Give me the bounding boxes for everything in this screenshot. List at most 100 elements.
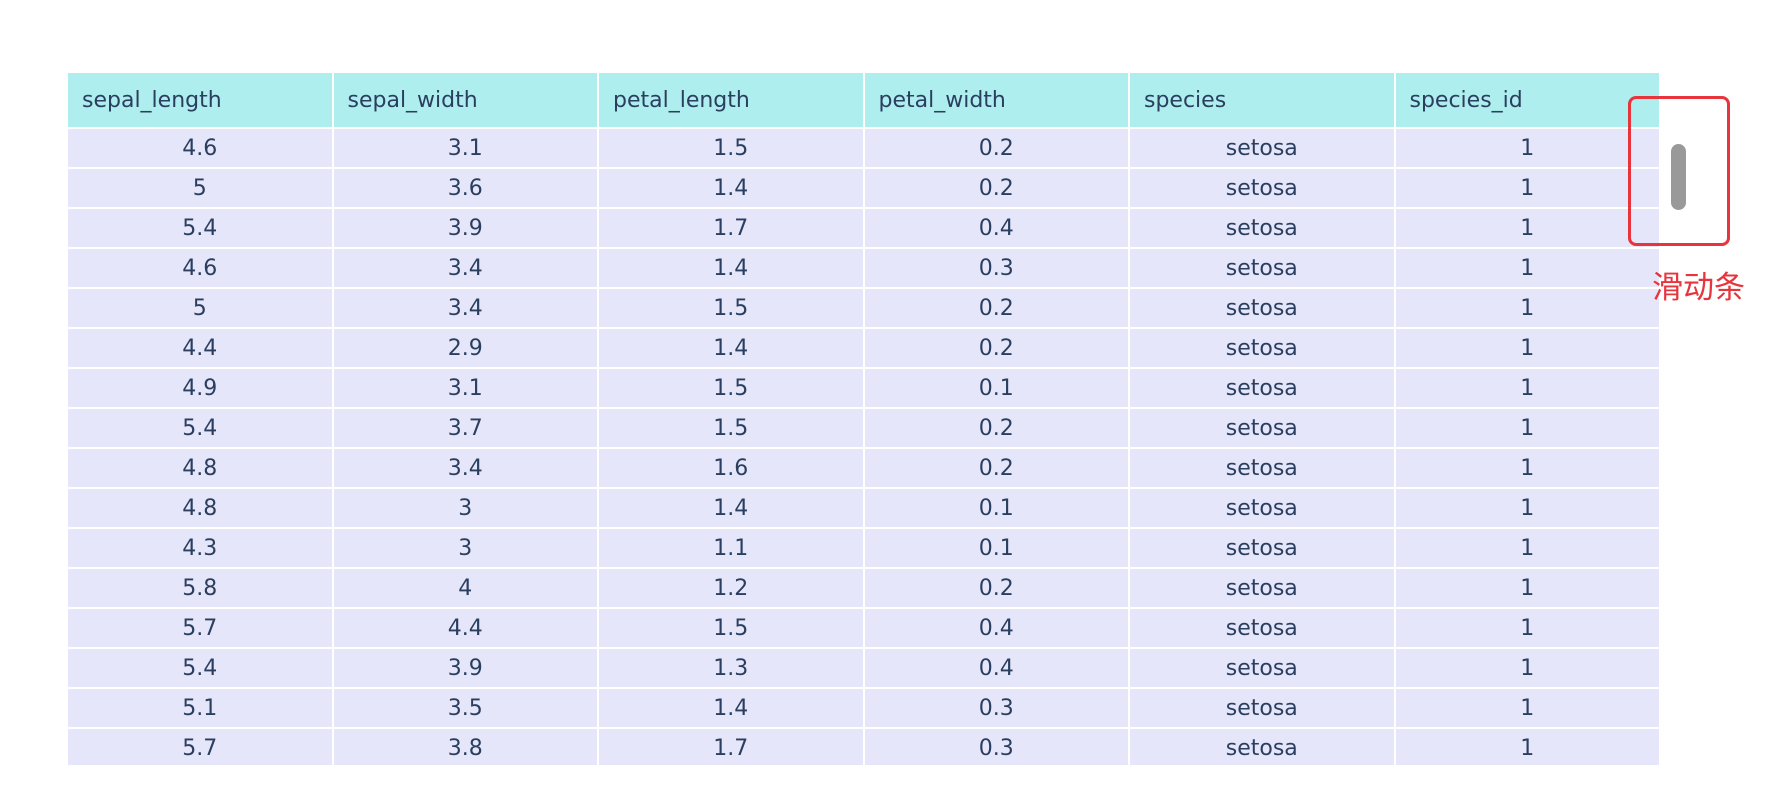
table-cell: 1 [1395, 369, 1660, 409]
table-cell: 0.1 [864, 489, 1130, 529]
scrollbar-thumb[interactable] [1671, 144, 1686, 210]
table-cell: 3.5 [333, 689, 599, 729]
table-cell: 1.5 [599, 129, 865, 169]
table-cell: 0.4 [864, 609, 1130, 649]
table-cell: 1 [1395, 249, 1660, 289]
table-cell: 5.8 [68, 569, 334, 609]
table-cell: setosa [1130, 209, 1396, 249]
table-cell: 4.4 [68, 329, 334, 369]
table-cell: 1.5 [599, 289, 865, 329]
table-cell: 1 [1395, 609, 1660, 649]
table-cell: 3.9 [333, 209, 599, 249]
table-cell: 1.2 [599, 569, 865, 609]
table-cell: 5.4 [68, 209, 334, 249]
table-cell: 4.8 [68, 449, 334, 489]
table-cell: 1 [1395, 449, 1660, 489]
table-cell: 1 [1395, 689, 1660, 729]
table-cell: 1 [1395, 129, 1660, 169]
header-cell: species_id [1395, 73, 1660, 129]
table-cell: 4.8 [68, 489, 334, 529]
table-cell: 1.4 [599, 689, 865, 729]
table-cell: setosa [1130, 289, 1396, 329]
table-cell: 1 [1395, 169, 1660, 209]
highlight-box [1628, 96, 1730, 246]
table-cell: 3.4 [333, 449, 599, 489]
table-cell: setosa [1130, 329, 1396, 369]
table-cell: 3 [333, 489, 599, 529]
table-cell: 5 [68, 289, 334, 329]
table-cell: setosa [1130, 449, 1396, 489]
annotation: 滑动条 [1652, 270, 1745, 306]
table-cell: 5.7 [68, 609, 334, 649]
table-cell: 0.2 [864, 129, 1130, 169]
table-cell: 3.4 [333, 289, 599, 329]
table-cell: 0.3 [864, 729, 1130, 765]
table-cell: 1.5 [599, 609, 865, 649]
table-cell: 4.6 [68, 249, 334, 289]
table-cell: 1.1 [599, 529, 865, 569]
table-cell: setosa [1130, 409, 1396, 449]
table-cell: 1.4 [599, 169, 865, 209]
table-cell: 0.1 [864, 529, 1130, 569]
table-cell: 3.1 [333, 129, 599, 169]
table-cell: 3.6 [333, 169, 599, 209]
table-cell: setosa [1130, 649, 1396, 689]
table-cell: 0.2 [864, 449, 1130, 489]
table-cell: 1.7 [599, 729, 865, 765]
header-cell: petal_length [599, 73, 865, 129]
table-cell: 1.4 [599, 489, 865, 529]
header-cell: sepal_length [68, 73, 334, 129]
table-cell: 2.9 [333, 329, 599, 369]
table-cell: 1 [1395, 729, 1660, 765]
table-cell: setosa [1130, 569, 1396, 609]
header-cell: species [1130, 73, 1396, 129]
table-cell: setosa [1130, 689, 1396, 729]
table-cell: 1 [1395, 409, 1660, 449]
table-cell: 0.2 [864, 329, 1130, 369]
table-cell: 1.3 [599, 649, 865, 689]
table-cell: 0.3 [864, 249, 1130, 289]
table-cell: setosa [1130, 609, 1396, 649]
table-cell: setosa [1130, 169, 1396, 209]
table-cell: 4.4 [333, 609, 599, 649]
table-cell: 1.6 [599, 449, 865, 489]
table-cell: 5 [68, 169, 334, 209]
table-cell: 3.8 [333, 729, 599, 765]
table-cell: setosa [1130, 529, 1396, 569]
table-cell: setosa [1130, 129, 1396, 169]
table-cell: 5.4 [68, 649, 334, 689]
table-cell: 1 [1395, 529, 1660, 569]
table-cell: 5.4 [68, 409, 334, 449]
table-cell: setosa [1130, 729, 1396, 765]
table-cell: 4.9 [68, 369, 334, 409]
table-cell: 5.1 [68, 689, 334, 729]
table-cell: 3.1 [333, 369, 599, 409]
table-cell: setosa [1130, 369, 1396, 409]
table-cell: 1.7 [599, 209, 865, 249]
table-cell: setosa [1130, 489, 1396, 529]
table-cell: 5.7 [68, 729, 334, 765]
table-cell: 3.7 [333, 409, 599, 449]
table-cell: 4 [333, 569, 599, 609]
table-cell: 1.5 [599, 369, 865, 409]
table-cell: 1 [1395, 649, 1660, 689]
table-cell: 1.4 [599, 249, 865, 289]
table-cell: 4.3 [68, 529, 334, 569]
table-cell: 3.4 [333, 249, 599, 289]
table-cell: 1 [1395, 329, 1660, 369]
table-cell: setosa [1130, 249, 1396, 289]
table-cell: 0.2 [864, 569, 1130, 609]
table-cell: 1 [1395, 569, 1660, 609]
table-cell: 0.4 [864, 209, 1130, 249]
table-cell: 0.3 [864, 689, 1130, 729]
table-cell: 1 [1395, 209, 1660, 249]
data-table: sepal_length sepal_width petal_length petal… [68, 73, 1660, 765]
table-cell: 4.6 [68, 129, 334, 169]
table-cell: 0.2 [864, 289, 1130, 329]
table-cell: 3.9 [333, 649, 599, 689]
table-cell: 0.2 [864, 409, 1130, 449]
table-cell: 0.2 [864, 169, 1130, 209]
table-cell: 1 [1395, 289, 1660, 329]
header-cell: petal_width [864, 73, 1130, 129]
